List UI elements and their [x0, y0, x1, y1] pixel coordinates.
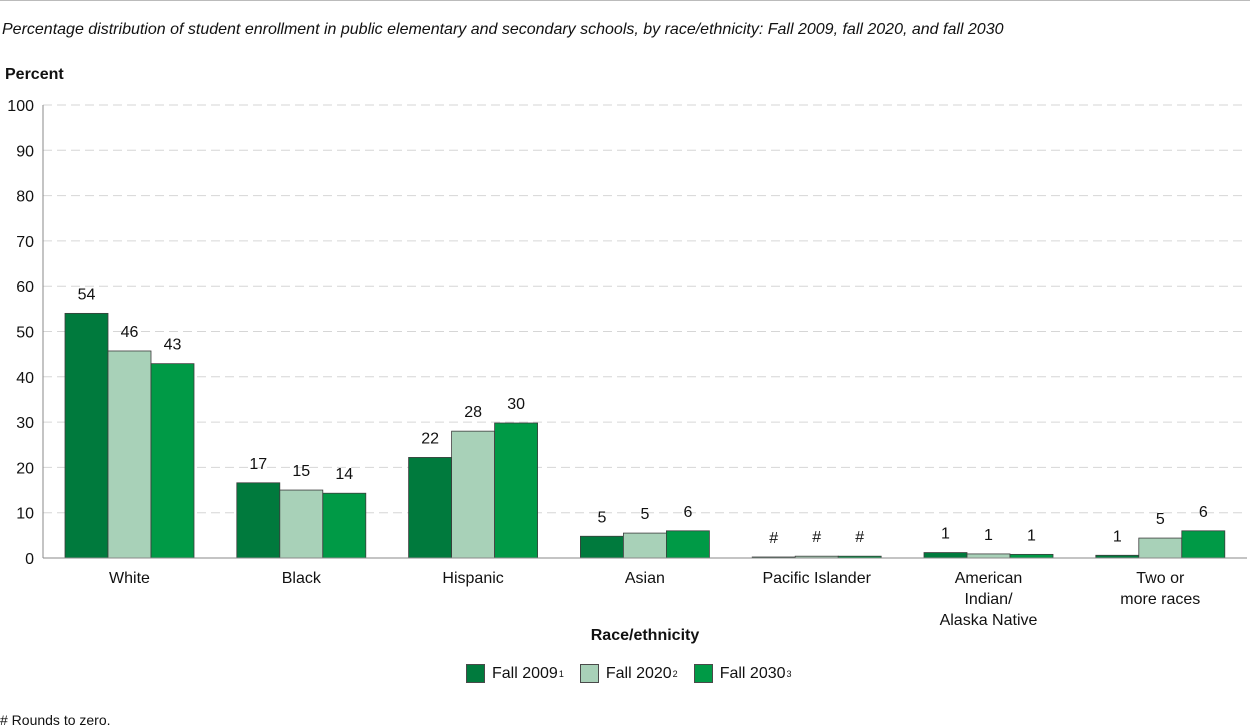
y-tick-label: 0 — [25, 551, 34, 568]
x-category-label: Two or more races — [1120, 570, 1200, 608]
bar — [1138, 537, 1183, 559]
data-label: 5 — [1156, 511, 1165, 528]
bar — [923, 552, 968, 559]
data-label: 1 — [1027, 527, 1036, 544]
legend-item-fall-2030: Fall 2030 3 — [693, 664, 792, 683]
x-category-label-line: Two or — [1136, 570, 1185, 587]
data-label: 14 — [335, 466, 353, 483]
data-label: 5 — [597, 509, 606, 526]
y-tick-label: 70 — [16, 234, 34, 251]
data-label: 22 — [421, 430, 439, 447]
x-category-label-line: American — [955, 570, 1023, 587]
bar — [494, 422, 539, 559]
x-category-label-line: more races — [1120, 591, 1200, 608]
y-tick-label: 60 — [16, 279, 34, 296]
bar — [279, 489, 324, 559]
y-tick-label: 10 — [16, 506, 34, 523]
legend-swatch-fall-2030 — [693, 664, 713, 683]
y-tick-label: 40 — [16, 370, 34, 387]
data-label: # — [855, 529, 864, 546]
legend-label-fall-2009: Fall 2009 — [492, 664, 558, 682]
x-category-label-line: Hispanic — [442, 570, 503, 587]
x-category-label-line: White — [109, 570, 150, 587]
x-category-label-line: Asian — [625, 570, 665, 587]
bar — [1009, 553, 1054, 559]
y-tick-label: 80 — [16, 189, 34, 206]
data-label: 6 — [683, 504, 692, 521]
y-tick-label: 90 — [16, 143, 34, 160]
x-category-label: Black — [282, 570, 322, 587]
legend-footnote-marker-1: 1 — [558, 668, 564, 679]
bar — [408, 457, 453, 559]
legend: Fall 2009 1 Fall 2020 2 Fall 2030 3 — [466, 664, 808, 683]
data-label: 1 — [1113, 528, 1122, 545]
data-label: 43 — [164, 337, 182, 354]
x-category-label: Hispanic — [442, 570, 503, 587]
bar — [1181, 530, 1226, 559]
data-label: 15 — [292, 463, 310, 480]
bar — [107, 350, 152, 559]
bar — [666, 530, 710, 559]
y-tick-label: 30 — [16, 415, 34, 432]
x-category-label: White — [109, 570, 150, 587]
data-label: 1 — [984, 527, 993, 544]
footnote: # Rounds to zero. — [0, 712, 111, 728]
legend-label-fall-2020: Fall 2020 — [605, 664, 672, 682]
data-label: # — [769, 530, 778, 547]
data-label: 17 — [249, 456, 267, 473]
legend-item-fall-2009: Fall 2009 1 — [466, 664, 564, 683]
x-category-label: Pacific Islander — [762, 570, 871, 587]
y-tick-label: 50 — [16, 325, 34, 342]
x-category-label-line: Indian/ — [964, 591, 1013, 608]
top-rule — [0, 0, 1250, 1]
y-tick-label: 100 — [7, 98, 34, 115]
x-category-label-line: Black — [282, 570, 322, 587]
legend-footnote-marker-2: 2 — [672, 668, 678, 679]
x-category-label: Asian — [625, 570, 665, 587]
y-tick-label: 20 — [16, 460, 34, 477]
data-label: 6 — [1199, 504, 1208, 521]
x-category-label: American Indian/Alaska Native — [940, 570, 1038, 629]
legend-label-fall-2030: Fall 2030 — [719, 664, 786, 682]
data-label: 5 — [640, 506, 649, 523]
bar — [64, 312, 109, 559]
data-label: 28 — [464, 404, 482, 421]
bar — [623, 532, 667, 559]
bar — [322, 492, 367, 559]
bar — [966, 553, 1011, 559]
x-axis-title: Race/ethnicity — [590, 627, 700, 644]
data-label: 46 — [121, 324, 139, 341]
legend-footnote-marker-3: 3 — [786, 668, 792, 679]
x-category-label-line: Alaska Native — [940, 612, 1038, 629]
legend-swatch-fall-2020 — [579, 664, 599, 683]
data-label: # — [812, 529, 821, 546]
data-label: 54 — [78, 286, 96, 303]
bar — [580, 535, 624, 559]
chart-title: Percentage distribution of student enrol… — [2, 21, 1004, 38]
bar — [451, 430, 496, 559]
legend-item-fall-2020: Fall 2020 2 — [579, 664, 678, 683]
legend-swatch-fall-2009 — [466, 664, 485, 683]
data-label: 30 — [507, 396, 525, 413]
bar — [150, 363, 195, 559]
x-category-label-line: Pacific Islander — [762, 570, 871, 587]
y-axis-title: Percent — [5, 66, 64, 83]
data-label: 1 — [941, 526, 950, 543]
bar — [236, 482, 281, 559]
